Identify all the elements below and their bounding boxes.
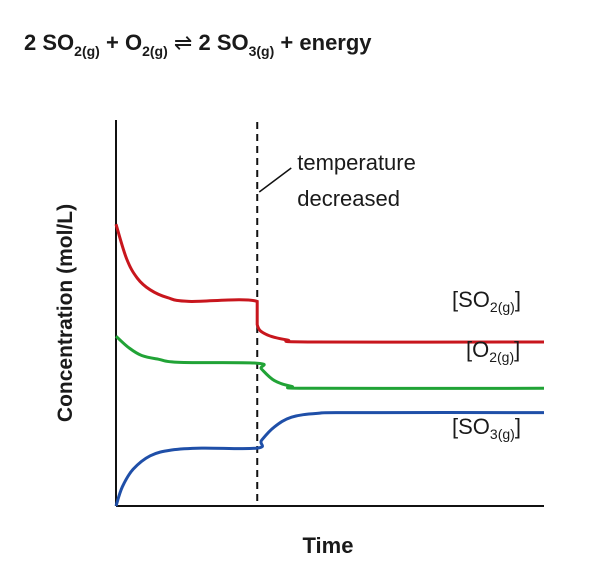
eq-plus1: + — [106, 30, 119, 55]
annotation-line-2: decreased — [297, 186, 400, 211]
eq-energy: energy — [299, 30, 372, 55]
series-label-so3: [SO3(g)] — [452, 414, 521, 442]
eq-product: SO — [217, 30, 249, 55]
reaction-equation: 2 SO2(g) + O2(g) ⇌ 2 SO3(g) + energy — [24, 30, 372, 59]
eq-product-sub: 3(g) — [249, 43, 275, 59]
annotation-line-1: temperature — [297, 150, 416, 175]
eq-plus2: + — [280, 30, 293, 55]
eq-reactant2: O — [125, 30, 142, 55]
series-label-so2: [SO2(g)] — [452, 287, 521, 315]
y-axis-title: Concentration (mol/L) — [54, 204, 77, 422]
series-label-o2: [O2(g)] — [466, 337, 520, 365]
eq-reactant1-sub: 2(g) — [74, 43, 100, 59]
series-line-so2 — [114, 223, 545, 344]
series-line-o2 — [114, 335, 545, 390]
eq-reactant2-sub: 2(g) — [142, 43, 168, 59]
eq-coef-left: 2 — [24, 30, 36, 55]
eq-arrow: ⇌ — [174, 30, 192, 55]
eq-coef-right: 2 — [198, 30, 210, 55]
series-line-so3 — [114, 411, 545, 507]
annotation-leader-line — [258, 167, 292, 193]
x-axis-title: Time — [303, 533, 354, 558]
eq-reactant1: SO — [42, 30, 74, 55]
